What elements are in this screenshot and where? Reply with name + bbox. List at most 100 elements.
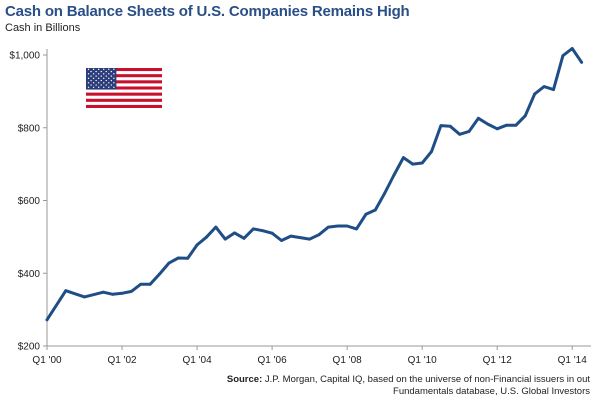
data-point [495, 127, 499, 131]
data-point [420, 161, 424, 165]
source-text: J.P. Morgan, Capital IQ, based on the un… [264, 374, 590, 397]
flag-star [92, 86, 95, 88]
flag-star [108, 77, 110, 80]
flag-star [103, 86, 105, 88]
x-tick-label: Q1 '10 [408, 355, 438, 366]
flag-star [103, 68, 105, 71]
data-point [158, 272, 162, 276]
data-point [148, 282, 152, 286]
flag-star [108, 82, 110, 84]
data-point [176, 256, 180, 260]
y-tick-label: $800 [18, 123, 41, 134]
data-point [345, 224, 349, 228]
flag-star [105, 84, 107, 86]
flag-star [100, 70, 102, 73]
x-tick-label: Q1 '02 [107, 355, 137, 366]
y-tick-label: $200 [18, 342, 41, 353]
data-point [298, 236, 302, 240]
data-point [458, 132, 462, 136]
data-point [280, 239, 283, 242]
data-point [355, 227, 358, 231]
flag-star [110, 75, 113, 77]
flag-star [95, 75, 97, 77]
y-tick-label: $600 [18, 196, 41, 207]
data-point [261, 229, 265, 233]
data-point [195, 243, 199, 247]
flag-star [103, 73, 105, 75]
flag-star [87, 73, 90, 75]
flag-star [113, 73, 115, 75]
data-point [130, 290, 133, 293]
data-point [111, 292, 115, 296]
flag-star [87, 82, 90, 84]
flag-star [113, 68, 115, 71]
data-point [448, 124, 452, 128]
flag-star [113, 86, 115, 88]
flag-star [92, 68, 95, 71]
flag-star [108, 73, 110, 75]
data-point [223, 237, 227, 241]
x-tick-label: Q1 '04 [182, 355, 212, 366]
flag-star [97, 77, 100, 80]
flag-stripe [86, 68, 162, 72]
flag-star [100, 84, 102, 86]
chart-marks [45, 47, 584, 322]
flag-stripe [86, 92, 162, 96]
flag-star [97, 68, 100, 71]
flag-star [90, 79, 92, 82]
data-point [336, 224, 340, 228]
data-point [83, 295, 86, 299]
data-point [270, 231, 274, 235]
flag-star [103, 77, 105, 80]
data-point [570, 47, 574, 50]
chart-subtitle: Cash in Billions [5, 22, 81, 34]
flag-stripe [86, 80, 162, 84]
x-tick-label: Q1 '14 [558, 355, 588, 366]
flag-star [105, 79, 107, 82]
data-point [523, 114, 527, 118]
data-point [580, 60, 583, 64]
data-point [317, 233, 321, 237]
flag-star [100, 75, 102, 77]
flag-star [87, 77, 90, 80]
data-point [327, 225, 330, 229]
data-point [120, 291, 124, 295]
data-point [552, 88, 555, 91]
source-note: Source: J.P. Morgan, Capital IQ, based o… [170, 374, 590, 398]
data-point [542, 85, 546, 88]
data-point [233, 231, 237, 235]
data-point [373, 208, 377, 212]
data-point [167, 261, 171, 265]
flag-star [97, 82, 100, 84]
data-point [430, 150, 433, 153]
data-point [289, 234, 293, 238]
us-flag-icon [86, 68, 162, 108]
data-point [101, 290, 105, 294]
data-point [514, 123, 518, 127]
x-tick-label: Q1 '00 [32, 355, 62, 366]
x-tick-label: Q1 '06 [258, 355, 288, 366]
flag-stripe [86, 86, 162, 90]
data-point [64, 289, 68, 293]
flag-star [92, 77, 95, 80]
y-tick-label: $400 [18, 269, 41, 280]
flag-star [87, 86, 90, 88]
flag-star [95, 84, 97, 86]
data-point [251, 227, 255, 231]
flag-star [92, 82, 95, 84]
data-point [308, 237, 311, 241]
x-tick-label: Q1 '08 [333, 355, 363, 366]
flag-stripe [86, 74, 162, 78]
flag-star [108, 86, 110, 88]
flag-star [110, 70, 113, 73]
data-point [477, 116, 480, 120]
chart-title: Cash on Balance Sheets of U.S. Companies… [5, 3, 410, 20]
flag-star [108, 68, 110, 71]
data-point [242, 236, 246, 240]
flag-star [90, 84, 92, 86]
flag-star [105, 70, 107, 73]
flag-star [103, 82, 105, 84]
flag-star [113, 77, 115, 80]
data-point [533, 92, 537, 96]
flag-star [105, 75, 107, 77]
